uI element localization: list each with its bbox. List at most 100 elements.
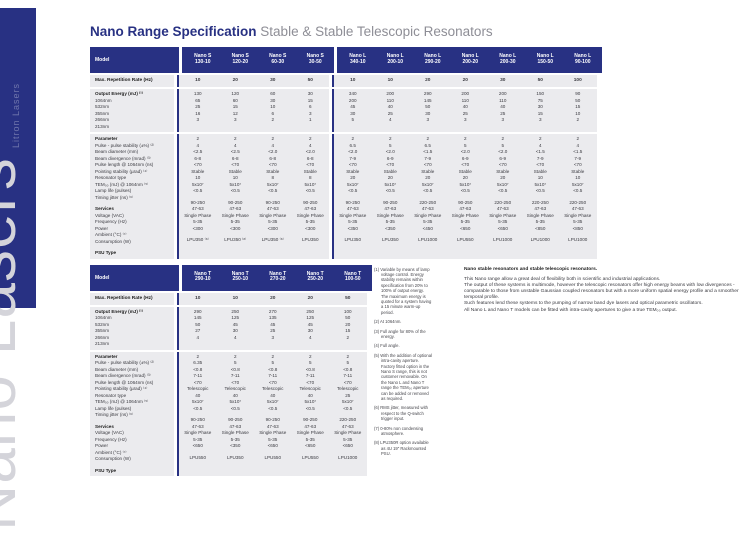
row-label: PSU Type xyxy=(95,250,117,255)
value-cell: 6-8 xyxy=(306,155,314,161)
value-row: 30 25 30 25 25 15 10 xyxy=(334,111,597,118)
value-cell: 2 xyxy=(308,353,312,359)
value-cell: 60 xyxy=(270,91,276,96)
value-cell: Single Phase xyxy=(339,212,367,218)
value-row: 130 120 60 30 xyxy=(179,91,329,98)
value-column-group: 340 200 290 200 200 150 90 200 110 145 110 110 75 50 4… xyxy=(332,89,597,132)
value-cell: 110 xyxy=(499,97,507,103)
row-label: Power xyxy=(95,443,109,448)
value-row: 2 2 2 2 2 2 2 xyxy=(334,136,597,143)
value-cell: 47-63 xyxy=(571,206,584,211)
column-header: Nano T 250-20 xyxy=(297,265,335,291)
value-cell: Single Phase xyxy=(184,430,212,435)
value-cell: Telescopic xyxy=(262,386,284,391)
value-cell: 16 xyxy=(195,110,201,116)
row-label: Timing jitter (ns) ⁽⁶⁾ xyxy=(95,194,134,200)
value-cell: 47-63 xyxy=(191,206,204,211)
row-label-column: Parameter Pulse - pulse stability (±%) ⁽²… xyxy=(90,134,174,259)
row-label: Beam diameter (mm) xyxy=(95,366,139,372)
value-cell: <0.5 xyxy=(230,188,240,193)
value-cell: 4 xyxy=(388,117,392,122)
column-group-header: Nano T 290-10 Nano T 250-10 Nano T 270-20 Nano… xyxy=(182,264,372,291)
value-cell: 10 xyxy=(387,78,393,83)
value-row: LPU550 LPU350 LPU550 LPU550 LPU1000 xyxy=(179,455,367,462)
column-header-code: 60-30 xyxy=(271,58,285,65)
row-label: Consumption (W) xyxy=(95,456,131,461)
value-row: 47-63 47-63 47-63 47-63 47-63 xyxy=(179,424,367,431)
value-row: 90-250 90-250 90-250 90-250 220-250 xyxy=(179,417,367,424)
footnote: (7) 0-80% non condensing atmosphere. xyxy=(374,425,424,437)
value-cell: <0.8 xyxy=(305,366,315,372)
row-label: 355nm xyxy=(95,328,110,333)
value-row: <70 <70 <70 <70 xyxy=(179,162,329,169)
value-cell: 2 xyxy=(463,136,467,141)
value-cell: <0.5 xyxy=(460,188,470,193)
value-cell: 40 xyxy=(270,392,276,398)
column-header: Nano L 200-10 xyxy=(377,47,415,73)
row-label: 355nm xyxy=(95,110,110,116)
value-cell: 10 xyxy=(537,175,543,180)
value-cell: LPU1000 xyxy=(418,237,438,242)
value-cell: 270 xyxy=(268,308,277,314)
value-cell: 15 xyxy=(537,110,543,116)
value-cell: Stable xyxy=(228,168,242,174)
value-cell: 2 xyxy=(271,353,275,359)
value-cell: 8 xyxy=(308,175,312,180)
value-cell: 8 xyxy=(271,175,275,180)
value-column-group: 10 20 30 50 xyxy=(177,75,329,87)
info-heading: Nano stable resonators and stable telesc… xyxy=(464,266,598,272)
value-cell: 25 xyxy=(387,110,393,116)
value-cell: LPU350 ⁽⁸⁾ xyxy=(186,237,209,242)
value-row: 4 4 3 4 2 xyxy=(179,335,367,342)
value-cell: 4 xyxy=(271,142,275,148)
value-row: Single Phase Single Phase Single Phase Sing… xyxy=(179,213,329,220)
value-row: <70 <70 <70 <70 <70 xyxy=(179,380,367,387)
column-group-header: Nano S 130-10 Nano S 120-20 Nano S 60-30 Nano … xyxy=(182,47,334,73)
value-cell: <0.5 xyxy=(423,188,433,193)
value-row: Single Phase Single Phase Single Phase Sing… xyxy=(334,213,597,220)
value-cell: <650 xyxy=(460,225,471,231)
value-row: 2 2 2 2 xyxy=(179,136,329,143)
value-cell: 90-250 xyxy=(228,199,243,205)
row-label: Voltage (VAC) xyxy=(95,430,124,435)
section-label: Parameter xyxy=(95,353,118,359)
value-cell: 110 xyxy=(461,97,469,103)
value-cell: <650 xyxy=(192,443,203,448)
value-cell: <2.0 xyxy=(268,149,278,154)
column-header: Nano S 120-20 xyxy=(222,47,260,73)
value-cell: 5-35 xyxy=(385,219,395,224)
section-label: Output Energy (mJ) ⁽¹⁾ xyxy=(95,91,143,96)
value-cell: <350 xyxy=(347,225,358,231)
value-cell: 2 xyxy=(233,136,237,141)
value-cell: 90-250 xyxy=(228,417,243,422)
value-cell: 7-11 xyxy=(230,373,240,378)
value-row: 20 20 20 20 20 10 10 xyxy=(334,175,597,182)
value-cell: 30 xyxy=(500,78,506,83)
value-cell: <70 xyxy=(231,379,240,385)
value-cell: 7-9 xyxy=(574,155,582,161)
value-cell: <2.5 xyxy=(193,149,203,154)
value-cell: 5 xyxy=(351,117,355,122)
value-cell: <650 xyxy=(342,443,353,448)
value-cell: 20 xyxy=(425,175,431,180)
value-cell: 5-35 xyxy=(268,219,278,224)
row-label-column: Parameter Pulse - pulse stability (±%) ⁽²… xyxy=(90,351,174,476)
value-cell: 20 xyxy=(425,78,431,83)
value-cell: <0.5 xyxy=(305,188,315,193)
row-label: 532nm xyxy=(95,321,110,327)
value-cell: 125 xyxy=(231,315,240,320)
value-row: 200 110 145 110 110 75 50 xyxy=(334,98,597,105)
value-cell: Single Phase xyxy=(259,430,287,435)
value-cell: 47-63 xyxy=(346,206,359,211)
value-cell: 47-63 xyxy=(191,423,204,429)
value-cell: <300 xyxy=(305,225,316,231)
value-cell: 2 xyxy=(426,136,430,141)
value-cell: <0.8 xyxy=(230,366,240,372)
row-label: 1064nm xyxy=(95,315,112,320)
value-cell: 45 xyxy=(270,321,276,327)
column-header-name: Nano L xyxy=(499,53,517,59)
column-header-name: Nano T xyxy=(344,270,362,277)
value-cell: <1.5 xyxy=(573,149,583,154)
value-cell: 75 xyxy=(537,97,543,103)
row-label: PSU Type xyxy=(95,467,117,473)
